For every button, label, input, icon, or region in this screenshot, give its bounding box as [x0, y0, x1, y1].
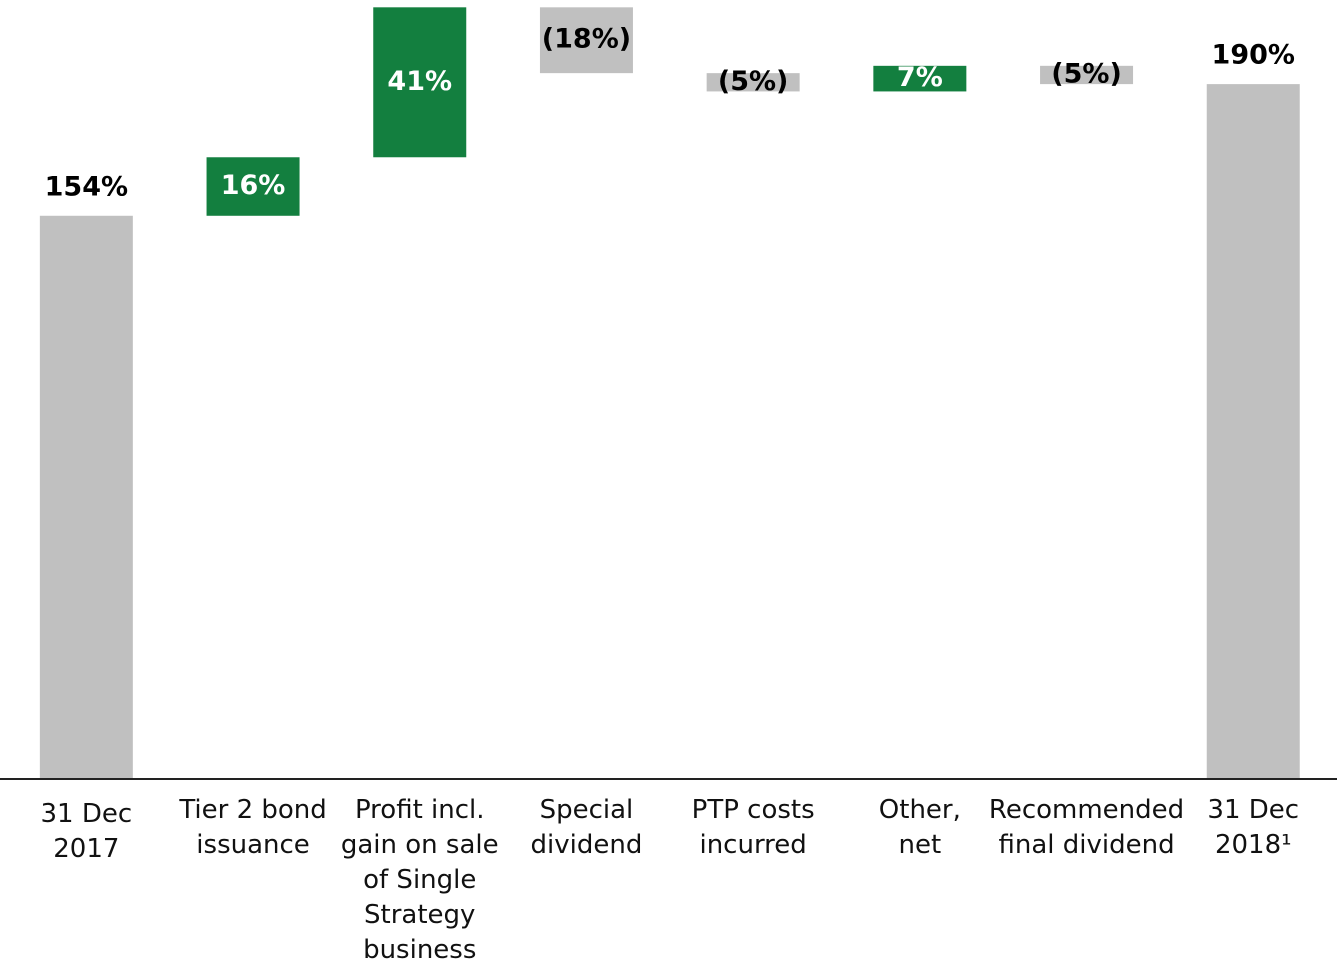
value-label: 190% [1212, 40, 1295, 71]
value-label: (5%) [718, 66, 789, 97]
x-tick-label: 31 Dec 2017 [40, 799, 133, 864]
x-tick-label: PTP costs incurred [691, 795, 815, 860]
value-label: (5%) [1051, 58, 1122, 89]
x-tick-label: Other, net [878, 795, 961, 860]
bar [706, 73, 800, 92]
bar [206, 157, 300, 216]
x-tick-label: Recommended final dividend [988, 795, 1185, 860]
x-tick-label: Tier 2 bond issuance [179, 795, 327, 860]
bar [1040, 65, 1134, 85]
value-label: 16% [221, 170, 286, 201]
value-label: 154% [45, 171, 128, 202]
bar [1206, 84, 1300, 779]
x-tick-label: Special dividend [530, 795, 643, 860]
bar [873, 65, 967, 92]
value-label: (18%) [542, 24, 631, 55]
value-label: 41% [387, 66, 452, 97]
bar [373, 7, 467, 158]
bar [539, 7, 633, 74]
x-tick-label: 31 Dec 2018¹ [1207, 795, 1300, 860]
x-tick-label: Profit incl. gain on sale of Single Stra… [340, 795, 499, 962]
bar [39, 215, 133, 779]
value-label: 7% [897, 62, 943, 93]
